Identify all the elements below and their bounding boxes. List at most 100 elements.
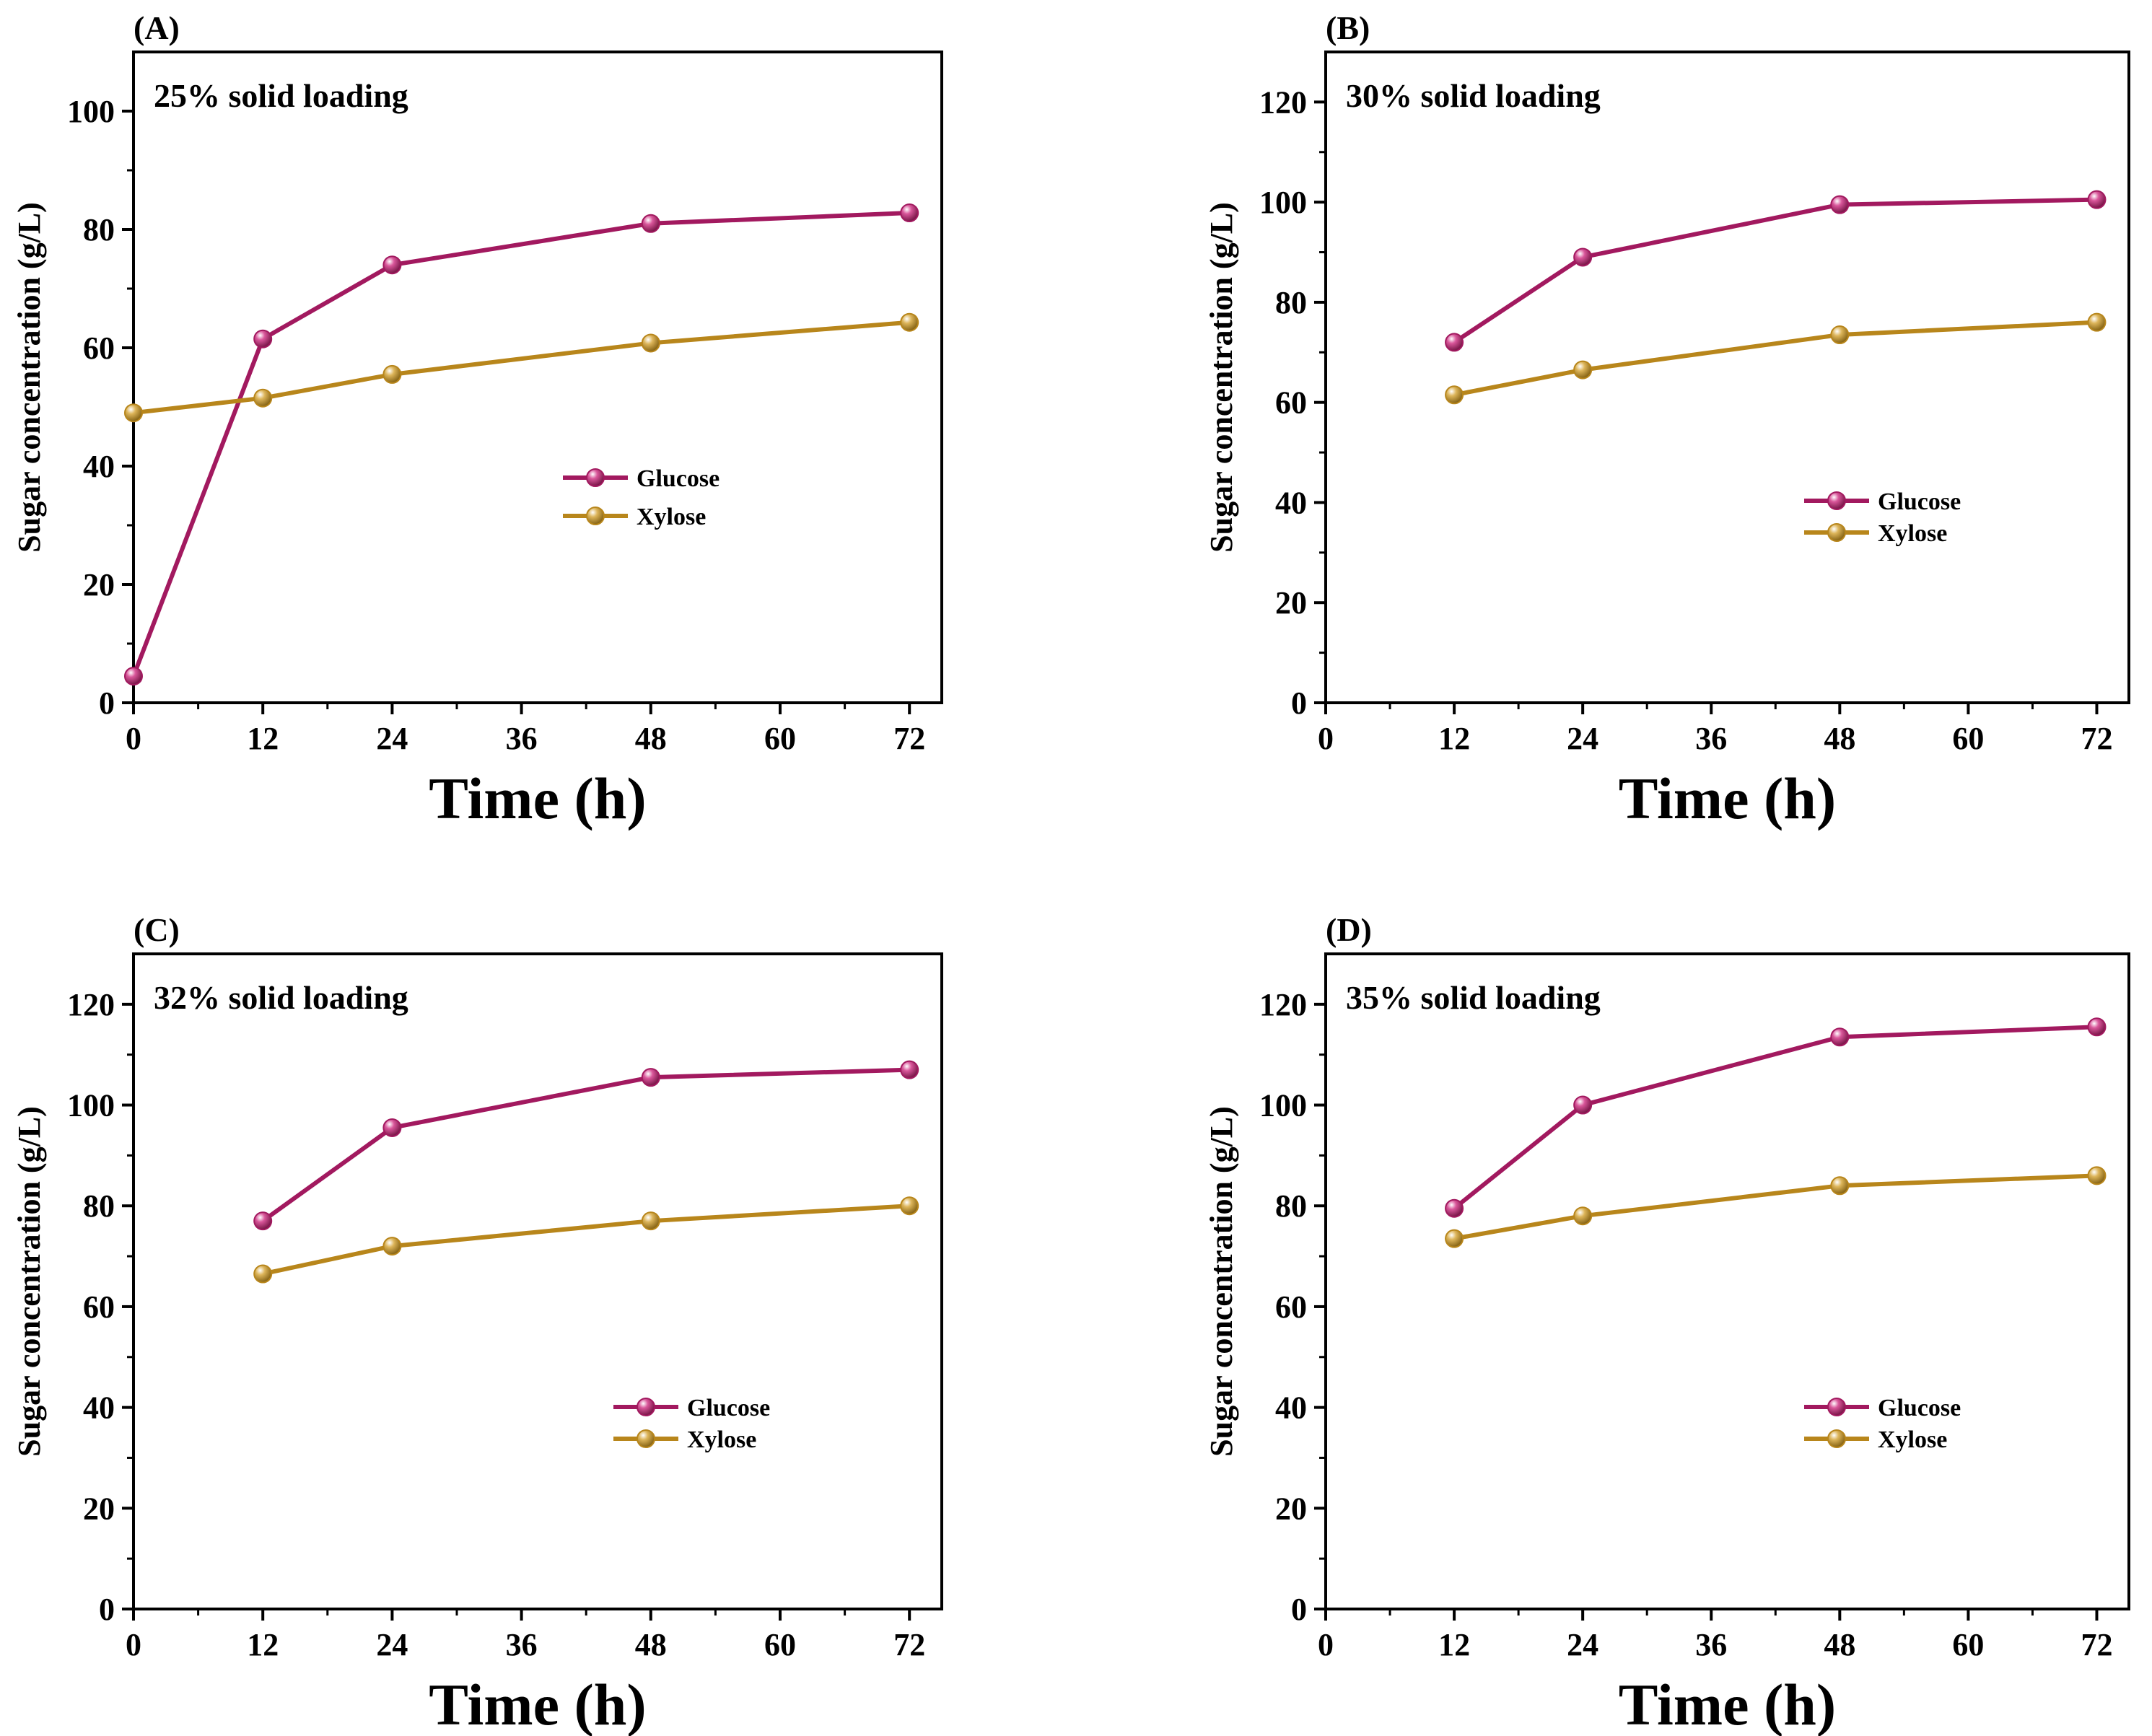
plot-frame [132, 51, 943, 704]
x-tick-label: 36 [506, 721, 538, 756]
panel-letter: (A) [134, 9, 180, 46]
xylose-data-point [1830, 325, 1850, 345]
glucose-data-point [1445, 333, 1464, 352]
y-tick-label: 60 [83, 1289, 115, 1325]
x-tick-label: 36 [1695, 721, 1727, 756]
legend: Glucose Xylose [563, 465, 719, 530]
legend-glucose-marker [1827, 491, 1846, 510]
glucose-data-point [1830, 1027, 1850, 1047]
plot-frame [132, 952, 943, 1610]
x-tick-label: 48 [635, 721, 667, 756]
xylose-series-line [1453, 1173, 2097, 1241]
x-tick-label: 60 [1952, 721, 1984, 756]
y-tick-label: 80 [1275, 285, 1307, 320]
glucose-series-line [1453, 1025, 2097, 1211]
x-tick-label: 12 [1438, 1627, 1470, 1662]
y-tick-label: 80 [83, 1188, 115, 1224]
y-axis-label: Sugar concentration (g/L) [12, 202, 47, 553]
y-tick-label: 100 [67, 1088, 115, 1123]
plot-frame [1324, 51, 2130, 704]
xylose-data-point [2087, 312, 2107, 332]
glucose-data-point [382, 255, 402, 275]
xylose-series-line [262, 1204, 910, 1276]
y-tick-label: 20 [1275, 1491, 1307, 1526]
y-tick-label: 0 [1291, 685, 1307, 721]
x-tick-label: 72 [2081, 1627, 2112, 1662]
x-tick-label: 0 [1318, 1627, 1334, 1662]
xylose-data-point [382, 1237, 402, 1256]
x-tick-label: 72 [893, 1627, 925, 1662]
y-tick-label: 60 [1275, 1289, 1307, 1325]
y-tick-label: 0 [1291, 1592, 1307, 1627]
xylose-data-point [253, 1264, 273, 1284]
chart-panel-c: 0 12 24 36 48 60 72 0 20 40 60 80 100 120 Time (h) Suga… [12, 911, 943, 1736]
x-tick-label: 36 [1695, 1627, 1727, 1662]
legend-xylose-marker [1827, 1429, 1846, 1448]
xylose-data-point [1445, 1229, 1464, 1248]
chart-panel-a: 0 12 24 36 48 60 72 0 20 40 60 80 100 Time (h) Sugar c… [12, 9, 943, 831]
panel-title: 25% solid loading [154, 77, 408, 114]
x-tick-label: 60 [764, 1627, 796, 1662]
glucose-data-point [2087, 190, 2107, 209]
y-tick-label: 120 [1259, 84, 1307, 120]
xylose-data-point [641, 333, 660, 353]
y-tick-label: 100 [1259, 185, 1307, 220]
xylose-data-point [253, 388, 273, 408]
glucose-data-point [641, 214, 660, 233]
panel-letter: (C) [134, 911, 180, 948]
x-tick-label: 72 [2081, 721, 2112, 756]
y-tick-label: 20 [83, 1491, 115, 1526]
legend-xylose-marker [637, 1429, 655, 1448]
x-tick-label: 0 [126, 721, 141, 756]
panel-letter: (B) [1326, 9, 1370, 46]
x-tick-label: 48 [1824, 721, 1855, 756]
y-tick-label: 40 [1275, 1390, 1307, 1426]
y-tick-label: 120 [67, 987, 115, 1022]
glucose-data-point [1573, 1095, 1593, 1115]
xylose-data-point [641, 1211, 660, 1231]
xylose-data-point [124, 403, 143, 423]
plot-frame [1324, 952, 2130, 1610]
x-tick-label: 60 [1952, 1627, 1984, 1662]
x-axis-label: Time (h) [429, 1672, 646, 1736]
panel-title: 30% solid loading [1346, 77, 1601, 114]
x-axis-label: Time (h) [1619, 1672, 1836, 1736]
y-tick-label: 80 [1275, 1188, 1307, 1224]
x-tick-label: 12 [247, 1627, 279, 1662]
y-tick-label: 0 [99, 1592, 115, 1627]
chart-panel-b: 0 12 24 36 48 60 72 0 20 40 60 80 100 120 Time (h) Suga… [1204, 9, 2130, 831]
xylose-data-point [382, 364, 402, 384]
x-tick-label: 24 [1567, 1627, 1598, 1662]
legend-glucose-label: Glucose [1878, 488, 1961, 515]
legend-glucose-label: Glucose [637, 465, 719, 492]
xylose-data-point [2087, 1166, 2107, 1185]
y-tick-label: 40 [83, 1390, 115, 1426]
legend-glucose-label: Glucose [1878, 1395, 1961, 1421]
glucose-series-line [131, 211, 910, 678]
legend: Glucose Xylose [613, 1395, 770, 1453]
legend-xylose-label: Xylose [687, 1426, 756, 1453]
y-tick-label: 60 [1275, 385, 1307, 421]
glucose-data-point [382, 1118, 402, 1137]
glucose-data-point [1830, 195, 1850, 214]
panel-title: 35% solid loading [1346, 979, 1601, 1016]
x-tick-label: 60 [764, 721, 796, 756]
x-axis-label: Time (h) [429, 766, 646, 831]
xylose-data-point [1445, 385, 1464, 405]
y-tick-label: 60 [83, 330, 115, 366]
x-tick-label: 48 [1824, 1627, 1855, 1662]
legend: Glucose Xylose [1804, 488, 1961, 547]
legend-glucose-marker [1827, 1398, 1846, 1416]
legend-glucose-marker [637, 1398, 655, 1416]
glucose-data-point [2087, 1017, 2107, 1037]
xylose-series-line [1453, 320, 2097, 398]
y-tick-label: 40 [83, 449, 115, 484]
legend-xylose-label: Xylose [1878, 1426, 1947, 1453]
x-tick-label: 24 [376, 1627, 408, 1662]
legend-xylose-marker [1827, 523, 1846, 542]
legend-xylose-label: Xylose [637, 504, 706, 530]
x-tick-label: 36 [506, 1627, 538, 1662]
y-axis-label: Sugar concentration (g/L) [1204, 1106, 1239, 1457]
legend: Glucose Xylose [1804, 1395, 1961, 1453]
